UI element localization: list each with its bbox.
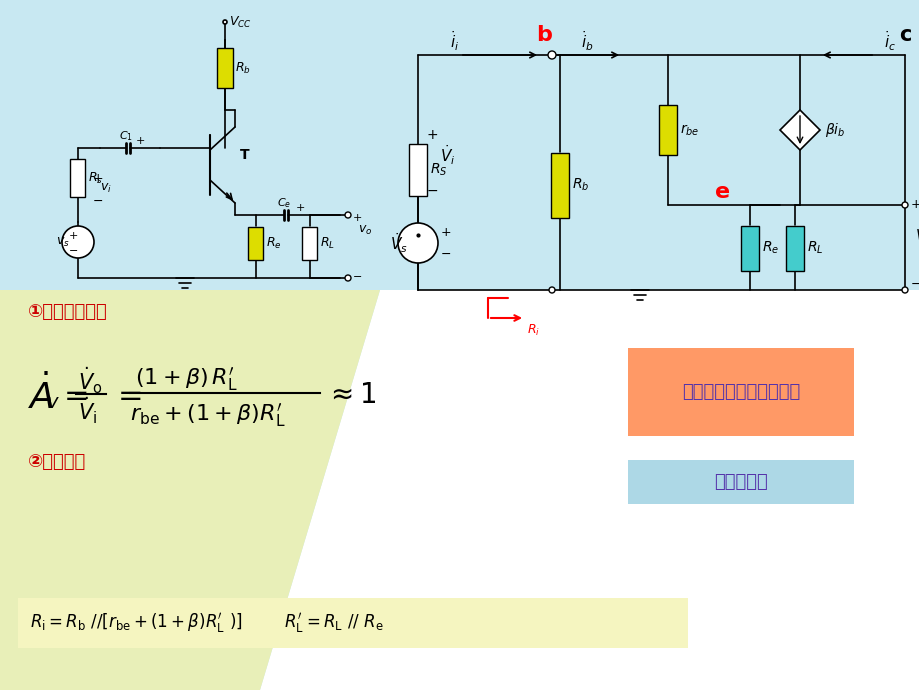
Text: $\dot{V}_{\mathrm{i}}$: $\dot{V}_{\mathrm{i}}$ [78,396,97,426]
Text: $-$: $-$ [439,246,450,259]
Text: T: T [240,148,249,162]
Text: $R_L$: $R_L$ [320,235,335,250]
Circle shape [901,202,907,208]
Text: $+$: $+$ [909,199,919,212]
Text: $\dot{V}_O$: $\dot{V}_O$ [914,223,919,247]
Text: $\dot{V}_s$: $\dot{V}_s$ [390,231,407,255]
FancyBboxPatch shape [628,460,853,504]
Circle shape [62,226,94,258]
Text: c: c [898,25,910,45]
Text: $+$: $+$ [352,213,362,224]
Text: $-$: $-$ [425,183,437,197]
Text: $R_S$: $R_S$ [429,161,447,178]
Text: $v_i$: $v_i$ [100,181,112,195]
Text: +: + [136,136,145,146]
Text: $V_{CC}$: $V_{CC}$ [229,14,252,30]
FancyBboxPatch shape [658,105,676,155]
Polygon shape [0,0,380,690]
FancyBboxPatch shape [628,348,853,436]
Text: $C_1$: $C_1$ [119,129,133,143]
Text: $\dot{A}$: $\dot{A}$ [28,374,54,416]
FancyBboxPatch shape [217,48,233,88]
Text: $-$: $-$ [352,270,362,280]
Text: $v_o$: $v_o$ [357,224,372,237]
FancyBboxPatch shape [302,226,317,259]
Text: $C_e$: $C_e$ [277,196,290,210]
Text: $\beta i_b$: $\beta i_b$ [824,121,845,139]
Text: $-$: $-$ [909,277,919,290]
Text: $\dot{i}_c$: $\dot{i}_c$ [883,29,895,53]
Text: $(1+\beta)\,R^{\prime}_{\mathrm{L}}$: $(1+\beta)\,R^{\prime}_{\mathrm{L}}$ [135,365,237,393]
Circle shape [398,223,437,263]
FancyBboxPatch shape [409,144,426,196]
Text: $v_s$: $v_s$ [56,235,70,248]
FancyBboxPatch shape [740,226,758,270]
FancyBboxPatch shape [18,598,687,648]
Text: $R_i$: $R_i$ [527,322,539,337]
Text: $R_L$: $R_L$ [806,240,823,256]
Text: $=$: $=$ [58,380,88,409]
Text: $r_{\mathrm{be}}+(1+\beta)R^{\prime}_{\mathrm{L}}$: $r_{\mathrm{be}}+(1+\beta)R^{\prime}_{\m… [130,402,285,428]
Polygon shape [0,0,919,290]
Polygon shape [0,290,380,690]
Circle shape [549,287,554,293]
Circle shape [345,212,351,218]
Text: $=$: $=$ [112,380,142,409]
Text: e: e [714,182,730,202]
Circle shape [222,20,227,24]
Text: b: b [536,25,551,45]
Text: $\approx 1$: $\approx 1$ [324,381,376,409]
Circle shape [548,51,555,59]
Text: 电压跟随器: 电压跟随器 [713,473,767,491]
Text: +: + [296,203,305,213]
Text: $R_e$: $R_e$ [266,235,281,250]
Text: $+$: $+$ [439,226,450,239]
FancyBboxPatch shape [785,226,803,270]
Text: $R_b$: $R_b$ [572,177,589,193]
Polygon shape [779,110,819,150]
Text: $+$: $+$ [92,172,103,184]
Text: $v$: $v$ [46,393,60,413]
Text: 输入电压与输出电压同相: 输入电压与输出电压同相 [681,383,800,401]
Text: $\dot{V}_i$: $\dot{V}_i$ [439,144,455,167]
FancyBboxPatch shape [248,226,263,259]
Text: ①电压放大倍数: ①电压放大倍数 [28,303,108,321]
Text: $R_e$: $R_e$ [761,240,778,256]
Circle shape [345,275,351,281]
Text: $\dot{i}_b$: $\dot{i}_b$ [580,29,593,53]
Text: $\dot{i}_i$: $\dot{i}_i$ [450,29,460,53]
Circle shape [901,287,907,293]
Text: $r_{be}$: $r_{be}$ [679,122,698,138]
Text: $-$: $-$ [92,193,103,206]
FancyBboxPatch shape [550,152,568,217]
Text: $+$: $+$ [68,230,78,241]
Text: $R_\mathrm{i}=R_\mathrm{b}\ //[r_\mathrm{be}+(1+\beta)R^{\prime}_\mathrm{L}\ )]$: $R_\mathrm{i}=R_\mathrm{b}\ //[r_\mathrm… [30,611,383,635]
Text: $\dot{V}_{\mathrm{o}}$: $\dot{V}_{\mathrm{o}}$ [78,366,103,396]
Text: ②输入电阵: ②输入电阵 [28,453,86,471]
FancyBboxPatch shape [71,159,85,197]
Text: $R_s$: $R_s$ [88,170,103,186]
Text: $-$: $-$ [68,244,78,254]
Text: $+$: $+$ [425,128,437,142]
Text: $R_b$: $R_b$ [234,61,251,75]
